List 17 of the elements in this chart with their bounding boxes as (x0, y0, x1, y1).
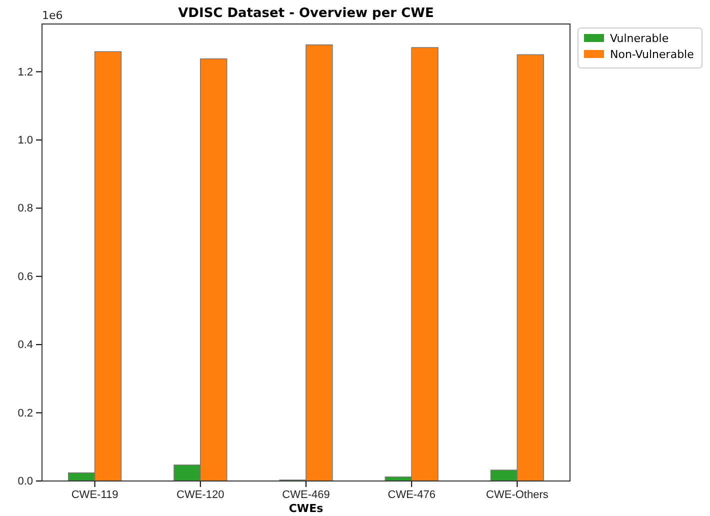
x-tick-label: CWE-476 (388, 488, 436, 501)
x-tick-label: CWE-120 (176, 488, 224, 501)
x-axis-title: CWEs (288, 502, 324, 515)
y-tick-label: 0.8 (18, 202, 33, 215)
x-tick-label: CWE-119 (71, 488, 118, 501)
legend-label: Vulnerable (610, 32, 669, 45)
x-tick-label: CWE-Others (486, 488, 549, 501)
y-tick-label: 0.2 (18, 407, 33, 420)
y-tick-label: 0.6 (18, 270, 33, 283)
y-tick-label: 1.2 (18, 66, 33, 78)
text: 1e6 (42, 9, 63, 22)
chart-title: VDISC Dataset - Overview per CWE (178, 6, 434, 21)
legend-label: Non-Vulnerable (610, 48, 694, 61)
y-tick-label: 0.0 (18, 476, 33, 488)
x-tick-label: CWE-469 (282, 488, 330, 501)
y-tick-label: 0.4 (18, 339, 33, 352)
y-tick-label: 1.0 (18, 134, 33, 146)
